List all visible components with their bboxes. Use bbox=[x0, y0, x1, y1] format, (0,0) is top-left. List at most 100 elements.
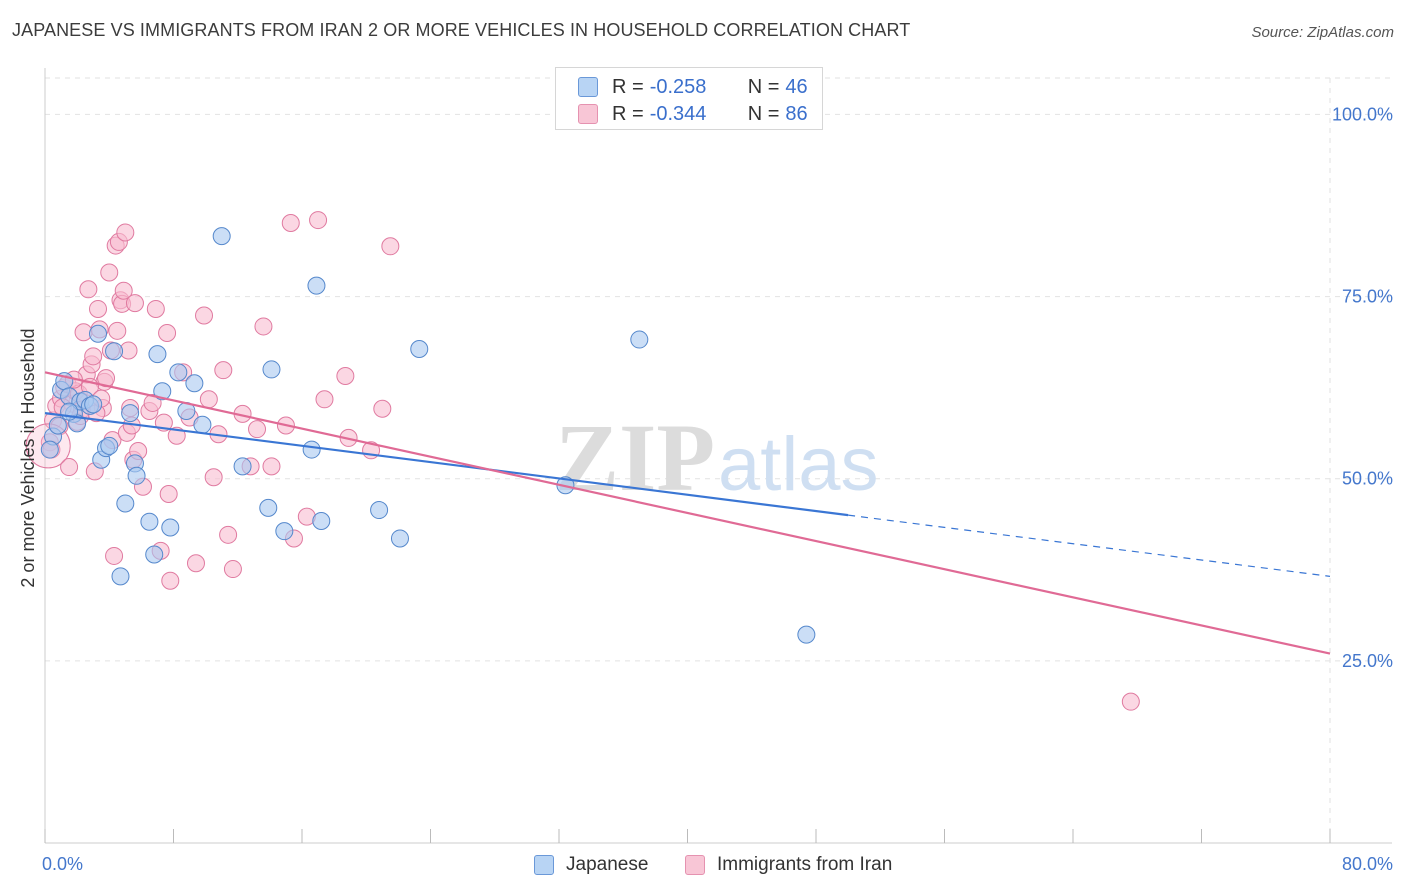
iran-point-75 bbox=[381, 237, 400, 256]
y-tick-label-2: 75.0% bbox=[1342, 287, 1393, 307]
y-tick-label-1: 50.0% bbox=[1342, 469, 1393, 489]
y-tick-label-0: 25.0% bbox=[1342, 651, 1393, 671]
japanese-point-16 bbox=[111, 567, 130, 586]
watermark: ZIP atlas bbox=[555, 404, 879, 511]
iran-point-62 bbox=[248, 420, 267, 439]
y-axis-label: 2 or more Vehicles in Household bbox=[18, 328, 38, 587]
trend-japanese-extension bbox=[848, 514, 1331, 577]
iran-point-47 bbox=[159, 485, 178, 504]
trend-iran bbox=[44, 371, 1331, 655]
legend-n-label: N = bbox=[747, 75, 780, 98]
correlation-legend: R = -0.258 N = 46 R = -0.344 N = 86 bbox=[555, 67, 823, 130]
iran-point-22 bbox=[100, 263, 119, 282]
japanese-point-39 bbox=[390, 529, 409, 548]
iran-point-42 bbox=[143, 393, 162, 412]
legend-n-label: N = bbox=[747, 102, 780, 125]
japanese-point-38 bbox=[370, 501, 389, 520]
japanese-point-45 bbox=[40, 440, 59, 459]
legend-row-iran: R = -0.344 N = 86 bbox=[578, 102, 808, 126]
iran-point-54 bbox=[199, 390, 218, 409]
bottom-legend-label-iran: Immigrants from Iran bbox=[717, 854, 893, 875]
japanese-point-18 bbox=[121, 404, 140, 423]
iran-point-74 bbox=[373, 399, 392, 418]
japanese-point-40 bbox=[410, 340, 429, 359]
iran-point-46 bbox=[158, 324, 177, 342]
bottom-legend-iran: Immigrants from Iran bbox=[685, 852, 892, 878]
bottom-legend-label-japanese: Japanese bbox=[566, 854, 649, 875]
iran-point-13 bbox=[79, 280, 98, 299]
japanese-point-32 bbox=[259, 498, 278, 517]
japanese-point-23 bbox=[148, 345, 167, 364]
japanese-point-24 bbox=[153, 382, 172, 401]
iran-point-17 bbox=[89, 299, 108, 318]
iran-point-15 bbox=[84, 347, 103, 366]
bottom-legend-japanese: Japanese bbox=[534, 852, 648, 878]
legend-n-value: 46 bbox=[785, 75, 808, 98]
legend-row-japanese: R = -0.258 N = 46 bbox=[578, 75, 808, 99]
chart-title: JAPANESE VS IMMIGRANTS FROM IRAN 2 OR MO… bbox=[12, 20, 911, 40]
japanese-point-22 bbox=[145, 545, 164, 564]
iran-point-57 bbox=[214, 361, 233, 380]
iran-point-43 bbox=[146, 299, 165, 318]
iran-point-27 bbox=[108, 321, 127, 340]
iran-point-53 bbox=[195, 306, 214, 325]
iran-point-25 bbox=[105, 546, 124, 565]
japanese-point-10 bbox=[84, 395, 103, 414]
japanese-point-43 bbox=[797, 625, 816, 644]
japanese-point-29 bbox=[193, 415, 212, 434]
legend-n-value: 86 bbox=[785, 102, 808, 125]
legend-swatch-japanese bbox=[578, 77, 598, 97]
iran-point-52 bbox=[186, 554, 205, 573]
iran-point-31 bbox=[114, 281, 133, 300]
iran-point-55 bbox=[204, 468, 223, 487]
legend-r-label: R = bbox=[612, 102, 644, 125]
iran-point-48 bbox=[161, 571, 180, 590]
y-tick-label-3: 100.0% bbox=[1332, 104, 1393, 124]
iran-point-70 bbox=[315, 390, 334, 409]
iran-point-6 bbox=[60, 458, 79, 477]
watermark-atlas: atlas bbox=[718, 422, 879, 507]
source-attribution: Source: ZipAtlas.com bbox=[1251, 24, 1394, 41]
trend-japanese bbox=[44, 412, 849, 517]
japanese-point-20 bbox=[127, 466, 146, 485]
japanese-point-42 bbox=[630, 330, 649, 349]
japanese-point-17 bbox=[116, 494, 135, 513]
iran-point-38 bbox=[125, 294, 144, 313]
bottom-legend-swatch-iran bbox=[685, 855, 705, 875]
japanese-point-28 bbox=[185, 374, 204, 393]
iran-point-84 bbox=[1121, 692, 1140, 711]
iran-point-69 bbox=[309, 211, 328, 230]
japanese-point-14 bbox=[100, 436, 119, 455]
japanese-point-30 bbox=[212, 227, 231, 246]
japanese-point-11 bbox=[89, 324, 108, 343]
iran-point-64 bbox=[262, 457, 281, 476]
iran-point-58 bbox=[219, 525, 238, 544]
japanese-point-25 bbox=[161, 518, 180, 537]
japanese-point-33 bbox=[262, 360, 281, 379]
x-tick-label-max: 80.0% bbox=[1342, 854, 1393, 874]
japanese-point-15 bbox=[105, 342, 124, 361]
series-japanese-points bbox=[40, 227, 816, 644]
japanese-point-37 bbox=[312, 511, 331, 530]
x-tick-label-min: 0.0% bbox=[42, 854, 83, 874]
iran-point-63 bbox=[254, 317, 273, 336]
watermark-zip: ZIP bbox=[555, 404, 715, 511]
japanese-point-26 bbox=[169, 363, 188, 382]
legend-r-value: -0.258 bbox=[649, 75, 707, 98]
japanese-point-35 bbox=[302, 440, 321, 459]
grid-lines bbox=[45, 77, 1392, 843]
japanese-point-31 bbox=[233, 457, 252, 476]
legend-r-value: -0.344 bbox=[649, 102, 707, 125]
japanese-point-34 bbox=[275, 522, 294, 541]
tick-labels: 25.0% 50.0% 75.0% 100.0% 0.0% 80.0% bbox=[42, 104, 1393, 874]
iran-point-59 bbox=[223, 560, 242, 579]
legend-r-label: R = bbox=[612, 75, 644, 98]
iran-point-32 bbox=[116, 223, 135, 242]
japanese-point-36 bbox=[307, 276, 326, 295]
bottom-legend-swatch-japanese bbox=[534, 855, 554, 875]
iran-point-71 bbox=[336, 366, 355, 385]
legend-swatch-iran bbox=[578, 104, 598, 124]
japanese-point-1 bbox=[48, 416, 67, 435]
iran-point-66 bbox=[281, 213, 300, 232]
